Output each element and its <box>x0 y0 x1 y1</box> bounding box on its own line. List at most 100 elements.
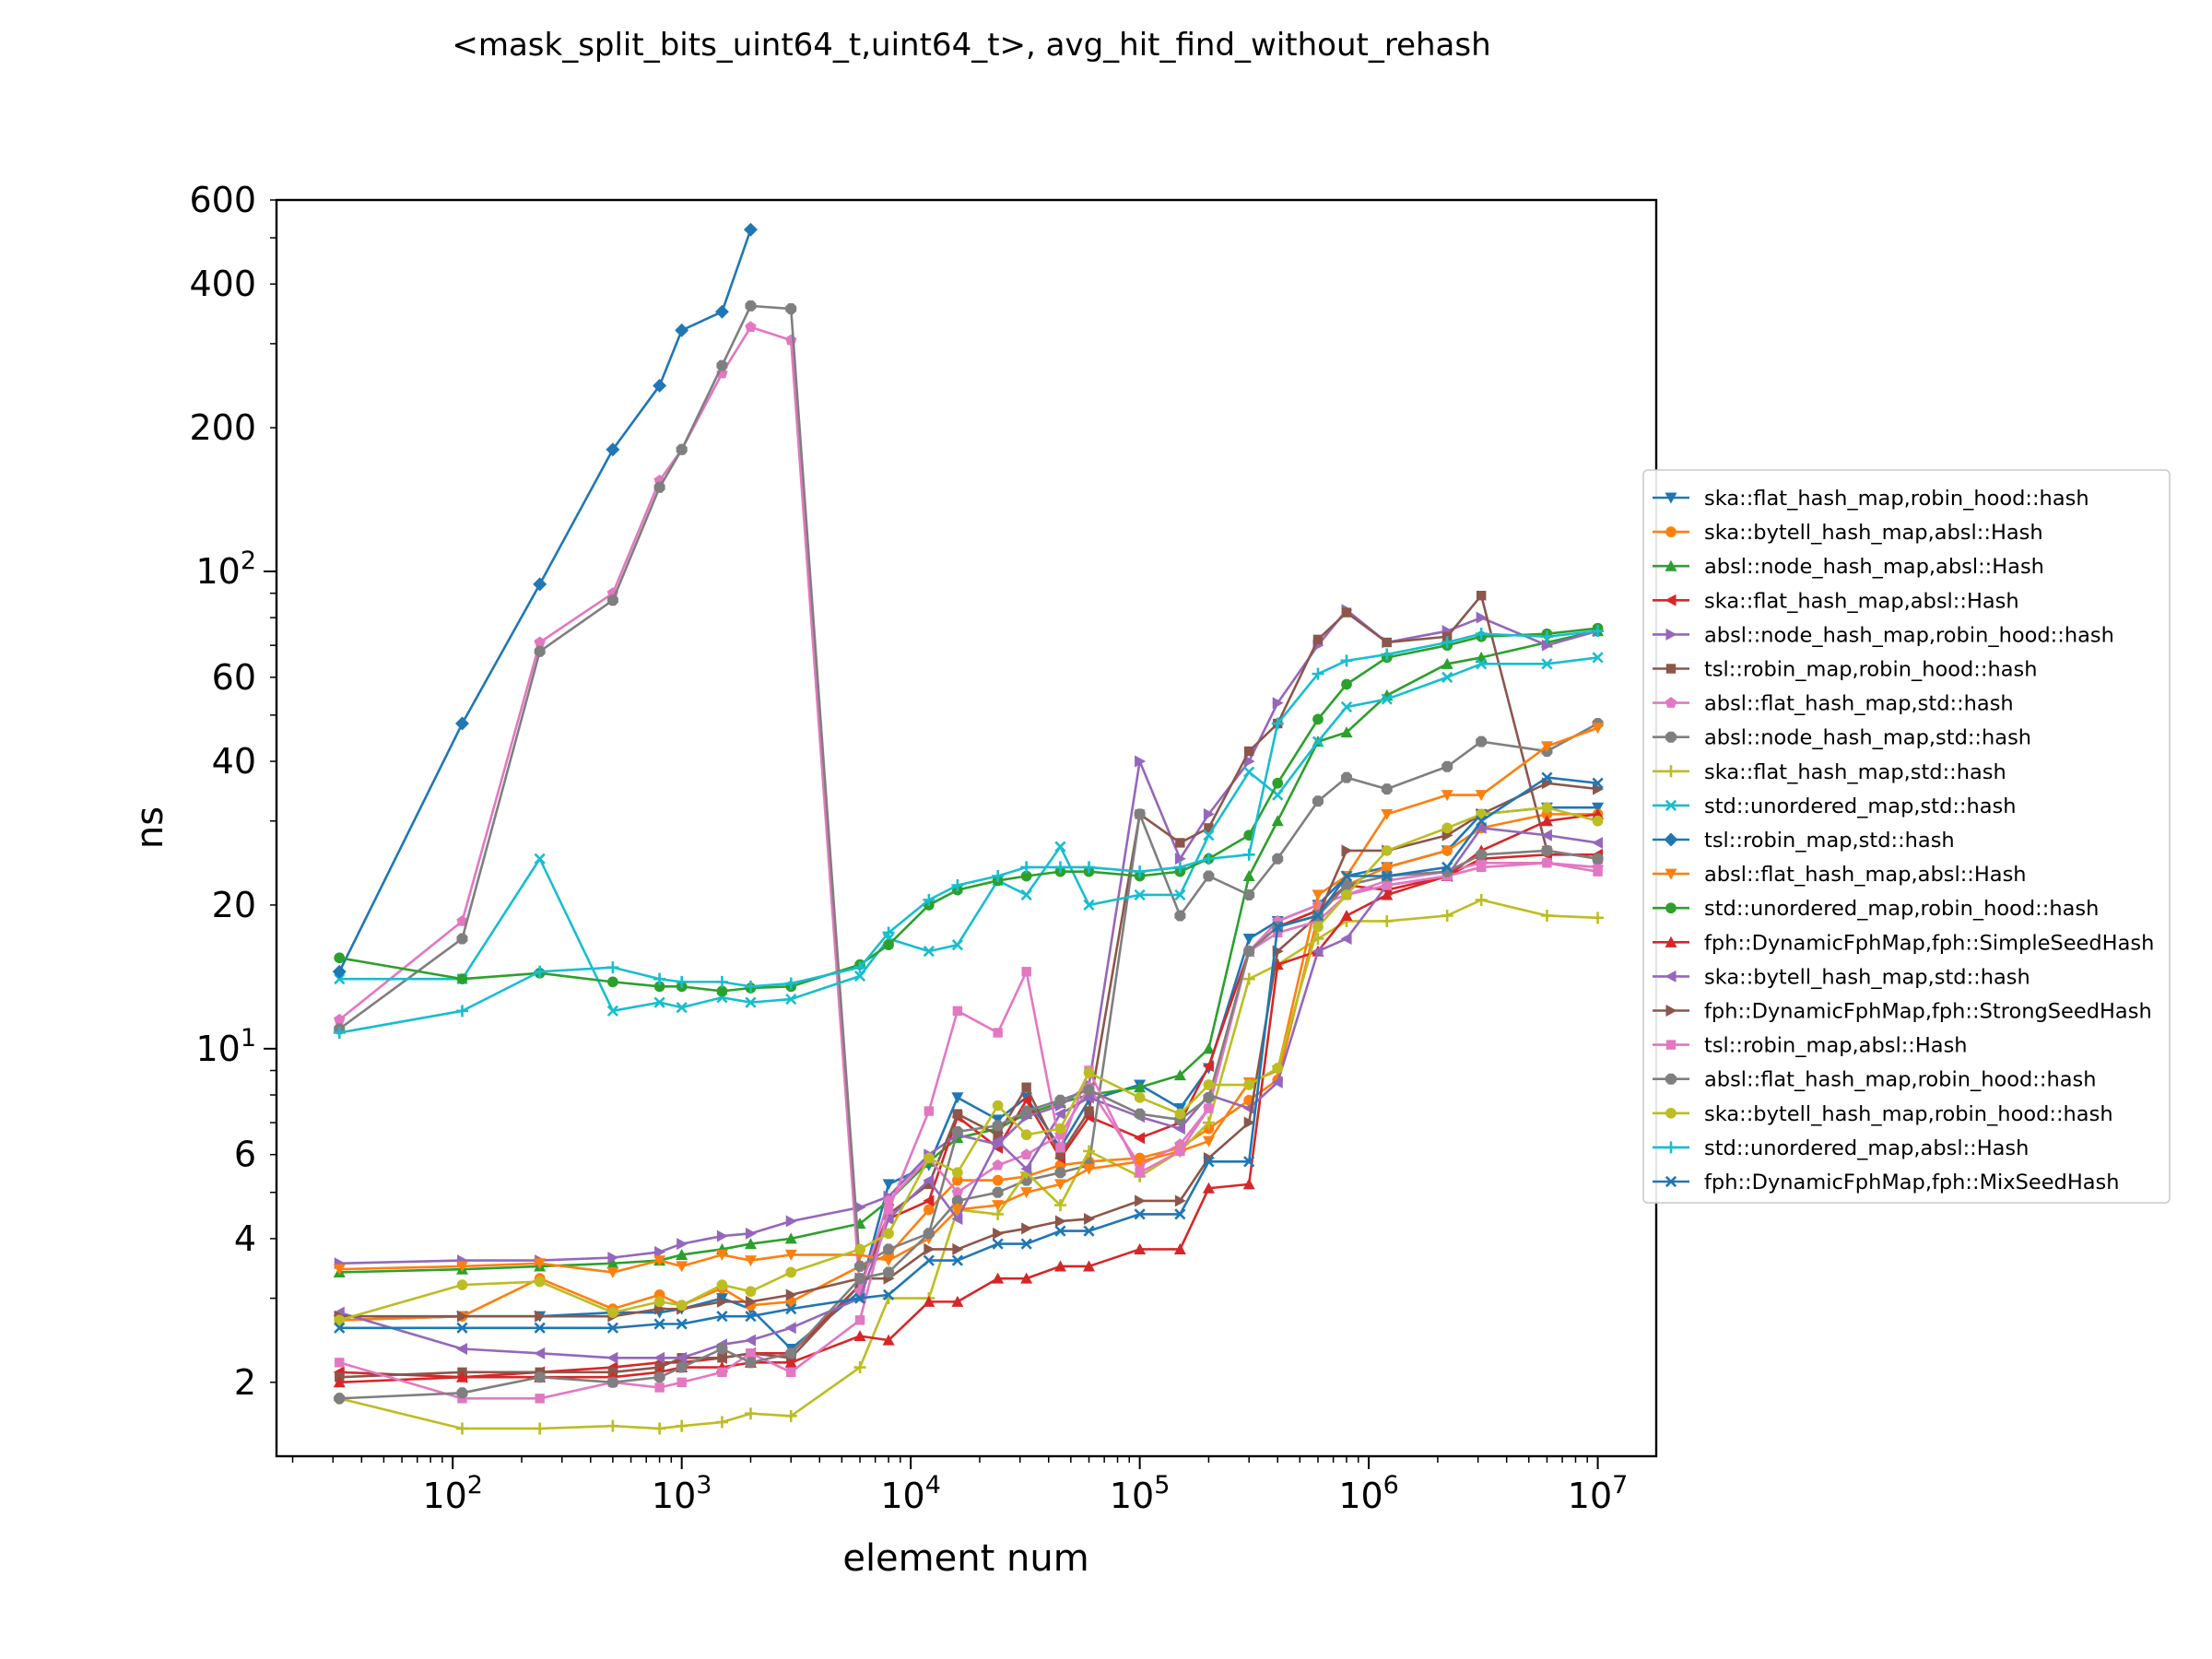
data-point <box>1540 815 1553 827</box>
data-point <box>1592 912 1605 924</box>
legend-swatch-marker <box>1665 1073 1677 1085</box>
data-point <box>1083 899 1095 912</box>
data-point <box>1592 815 1604 827</box>
data-point <box>992 1100 1004 1112</box>
data-point <box>334 1314 346 1326</box>
data-point <box>951 939 963 951</box>
data-point <box>923 1228 935 1240</box>
y-tick-label: 102 <box>195 547 256 592</box>
data-point <box>1134 1208 1146 1220</box>
data-point <box>654 1245 666 1258</box>
data-point <box>923 1194 935 1207</box>
data-point <box>607 1251 619 1264</box>
legend-swatch-marker <box>1665 559 1677 571</box>
legend-item: fph::DynamicFphMap,fph::MixSeedHash <box>1653 1171 2120 1194</box>
legend: ska::flat_hash_map,robin_hood::hashska::… <box>1642 469 2171 1204</box>
data-point <box>606 594 618 606</box>
series-17 <box>334 844 1604 1405</box>
series-19 <box>333 625 1605 1040</box>
data-point <box>784 1322 796 1335</box>
data-point <box>1202 1042 1215 1054</box>
legend-item: absl::flat_hash_map,std::hash <box>1653 692 2014 716</box>
data-point <box>1272 1063 1284 1074</box>
data-point <box>676 975 688 988</box>
data-point <box>653 1351 665 1364</box>
data-point <box>606 1257 619 1269</box>
data-point <box>1475 628 1488 641</box>
data-point <box>1541 771 1553 783</box>
data-point <box>1053 1108 1065 1121</box>
data-point <box>1243 755 1255 768</box>
data-point <box>1592 777 1604 789</box>
data-point <box>456 1310 468 1323</box>
data-point <box>1134 888 1146 901</box>
data-point <box>716 1311 728 1323</box>
data-point <box>606 1419 619 1432</box>
legend-swatch-marker <box>1665 902 1677 914</box>
data-point <box>744 1238 757 1250</box>
legend-label: ska::bytell_hash_map,absl::Hash <box>1704 521 2043 545</box>
legend-item: ska::flat_hash_map,robin_hood::hash <box>1653 487 2089 511</box>
data-point <box>335 1358 345 1368</box>
data-point <box>1083 1225 1095 1237</box>
data-point <box>1134 1242 1147 1254</box>
data-point <box>654 1382 665 1393</box>
data-point <box>334 952 346 964</box>
data-point <box>1020 861 1033 874</box>
data-point <box>1083 1212 1095 1225</box>
data-point <box>716 1230 728 1242</box>
data-point <box>854 1273 866 1285</box>
data-point <box>676 1300 688 1312</box>
data-point <box>606 1376 618 1388</box>
data-point <box>1083 1163 1095 1175</box>
legend-item: ska::bytell_hash_map,absl::Hash <box>1653 521 2043 545</box>
data-point <box>1272 789 1284 801</box>
data-point <box>744 1255 757 1267</box>
legend-swatch-marker <box>1664 832 1678 847</box>
legend-item: ska::flat_hash_map,absl::Hash <box>1653 589 2019 613</box>
data-point <box>1084 1106 1094 1116</box>
data-point <box>1020 888 1032 901</box>
data-point <box>1312 667 1324 680</box>
data-point <box>1312 945 1324 958</box>
data-point <box>676 1248 688 1260</box>
data-point <box>1441 909 1453 922</box>
data-point <box>1271 815 1284 827</box>
data-point <box>1381 862 1393 873</box>
data-point <box>785 1288 797 1301</box>
data-point <box>333 1376 346 1388</box>
legend-label: fph::DynamicFphMap,fph::MixSeedHash <box>1704 1171 2120 1194</box>
data-point <box>1476 658 1488 670</box>
data-point <box>334 973 346 985</box>
data-point <box>456 933 468 945</box>
data-point <box>677 1238 688 1251</box>
data-point <box>716 1343 728 1355</box>
data-point <box>534 1422 547 1435</box>
legend-label: std::unordered_map,robin_hood::hash <box>1704 897 2099 921</box>
data-point <box>785 1215 797 1228</box>
data-point <box>1083 1145 1095 1158</box>
data-point <box>333 1027 346 1040</box>
legend-swatch-marker <box>1665 868 1677 880</box>
data-point <box>1021 1222 1033 1235</box>
data-point <box>714 304 729 319</box>
data-point <box>1476 815 1488 827</box>
data-point <box>1340 726 1353 738</box>
data-point <box>951 1254 963 1266</box>
y-tick-label: 200 <box>189 407 256 448</box>
data-point <box>1381 783 1393 795</box>
data-point <box>653 981 665 993</box>
data-point <box>785 1266 797 1278</box>
legend-swatch-marker <box>1665 731 1677 743</box>
data-point <box>1055 1143 1065 1153</box>
data-point <box>1173 1069 1186 1081</box>
data-point <box>784 1409 797 1422</box>
data-point <box>882 926 895 939</box>
data-point <box>534 1276 546 1288</box>
legend-box <box>1642 469 2171 1204</box>
data-point <box>1475 893 1488 906</box>
data-point <box>1441 760 1453 772</box>
data-point <box>1312 921 1324 933</box>
data-point <box>1340 654 1353 667</box>
data-point <box>1083 1260 1095 1272</box>
